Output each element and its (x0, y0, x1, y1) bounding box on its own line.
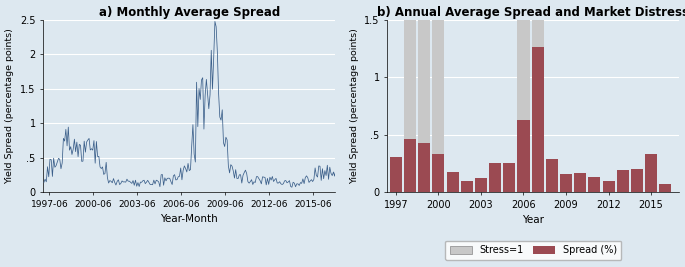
Bar (659, 184, 671, 192)
X-axis label: Year: Year (523, 215, 545, 225)
Bar (574, 173, 586, 192)
Bar (588, 177, 600, 192)
Bar (603, 181, 614, 192)
Bar (631, 169, 643, 192)
Bar (532, 47, 544, 192)
Bar (546, 159, 558, 192)
Y-axis label: Yield Spread (percentage points): Yield Spread (percentage points) (5, 28, 14, 184)
Title: a) Monthly Average Spread: a) Monthly Average Spread (99, 6, 280, 18)
Bar (447, 171, 459, 192)
Bar (461, 181, 473, 192)
Bar (404, 139, 416, 192)
Bar (432, 20, 445, 192)
Legend: Stress=1, Spread (%): Stress=1, Spread (%) (445, 241, 621, 260)
Title: b) Annual Average Spread and Market Distress: b) Annual Average Spread and Market Dist… (377, 6, 685, 18)
Bar (404, 20, 416, 192)
Bar (560, 174, 572, 192)
Bar (503, 163, 515, 192)
Bar (432, 154, 445, 192)
Bar (475, 178, 487, 192)
Y-axis label: Yield Spread (percentage points): Yield Spread (percentage points) (350, 28, 359, 184)
Bar (419, 20, 430, 192)
Bar (645, 154, 657, 192)
Bar (489, 163, 501, 192)
Bar (419, 143, 430, 192)
Bar (517, 120, 530, 192)
Bar (517, 20, 530, 192)
Bar (616, 170, 629, 192)
Bar (532, 20, 544, 192)
Bar (390, 156, 402, 192)
X-axis label: Year-Month: Year-Month (160, 214, 218, 225)
